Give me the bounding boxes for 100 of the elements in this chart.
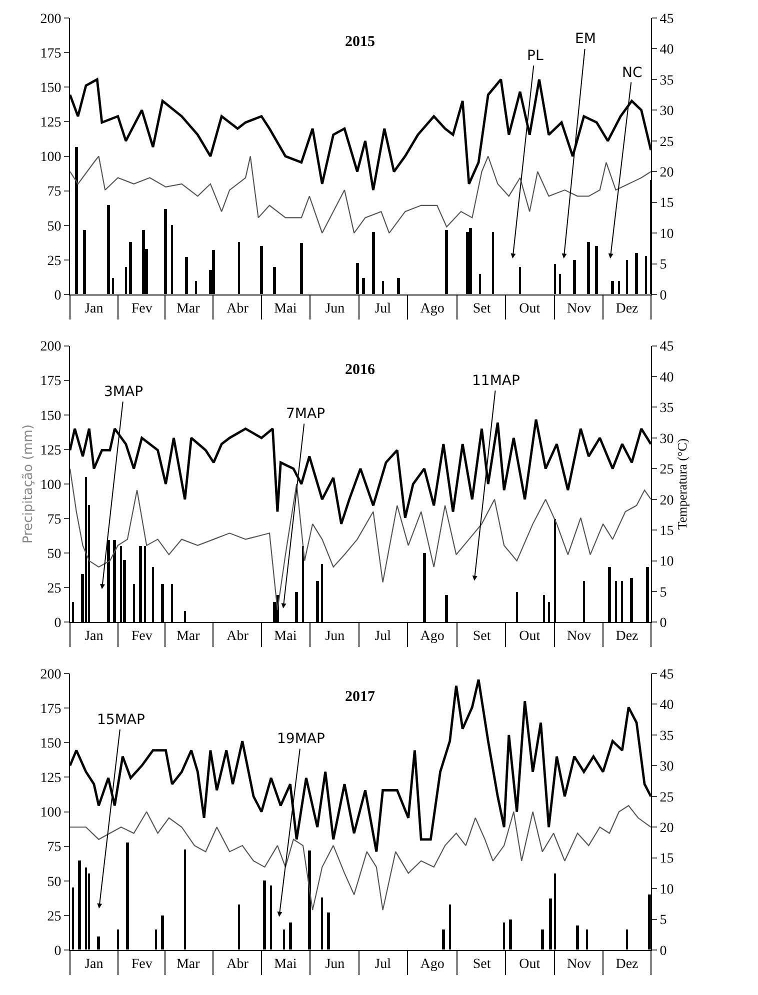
annotation: NC <box>622 65 642 81</box>
x-tick-label: Jan <box>84 629 104 644</box>
y-tick-label: 75 <box>47 184 62 200</box>
x-tick-label: Dez <box>616 956 638 972</box>
x-tick-label: Ago <box>420 956 444 972</box>
annotation: 19MAP <box>277 731 325 747</box>
x-tick-label: Jun <box>325 301 345 316</box>
y2-tick-label: 30 <box>660 432 674 447</box>
x-tick-label: Jun <box>325 956 345 972</box>
y-tick-label: 150 <box>40 736 62 752</box>
y-tick-label: 100 <box>40 150 62 166</box>
y2-tick-label: 30 <box>660 760 674 775</box>
x-tick-label: Abr <box>226 629 249 644</box>
y2-tick-label: 10 <box>660 882 674 898</box>
y-tick-label: 25 <box>47 582 62 597</box>
annotation: 11MAP <box>472 373 520 389</box>
y-tick-label: 175 <box>40 374 62 390</box>
y2-tick-label: 20 <box>660 166 674 181</box>
y2-tick-label: 5 <box>660 585 667 600</box>
y2-tick-label: 45 <box>660 667 674 682</box>
y-tick-label: 0 <box>54 616 62 632</box>
y2-tick-label: 20 <box>660 821 674 836</box>
x-tick-label: Ago <box>420 629 444 644</box>
x-tick-label: Out <box>519 629 540 644</box>
y2-tick-label: 25 <box>660 790 674 806</box>
annotation: EM <box>575 31 596 47</box>
y2-tick-label: 10 <box>660 554 674 570</box>
y-tick-label: 200 <box>40 12 62 27</box>
y-tick-label: 150 <box>40 81 62 96</box>
y2-tick-label: 5 <box>660 913 667 928</box>
y2-tick-label: 0 <box>660 616 667 632</box>
y2-tick-label: 40 <box>660 370 674 386</box>
x-tick-label: Mai <box>274 629 297 644</box>
y2-tick-label: 0 <box>660 944 667 959</box>
x-tick-label: Ago <box>420 301 444 316</box>
y-tick-label: 0 <box>54 288 62 304</box>
x-tick-label: Jul <box>374 629 392 644</box>
y2-tick-label: 25 <box>660 134 674 150</box>
annotation: 7MAP <box>286 406 326 422</box>
x-tick-label: Mar <box>176 956 200 972</box>
line-series <box>70 156 651 234</box>
y2-tick-label: 35 <box>660 401 674 416</box>
y2-tick-label: 30 <box>660 104 674 120</box>
y2-axis-title: Temperatura (°C) <box>674 438 690 530</box>
x-tick-label: Nov <box>567 956 592 972</box>
x-tick-label: Dez <box>616 301 638 316</box>
x-tick-label: Set <box>472 301 491 316</box>
annotation: 15MAP <box>97 712 145 728</box>
y-tick-label: 50 <box>47 219 62 234</box>
y2-tick-label: 20 <box>660 493 674 508</box>
y-tick-label: 25 <box>47 254 62 269</box>
annotation: 3MAP <box>104 384 144 400</box>
x-tick-label: Set <box>472 629 491 644</box>
y-tick-label: 50 <box>47 874 62 890</box>
y-tick-label: 125 <box>40 771 62 786</box>
y-tick-label: 0 <box>54 944 62 959</box>
x-tick-label: Abr <box>226 956 249 972</box>
y-tick-label: 175 <box>40 46 62 62</box>
annotation: PL <box>527 48 544 64</box>
y-tick-label: 125 <box>40 443 62 458</box>
x-tick-label: Nov <box>567 301 592 316</box>
y-tick-label: 100 <box>40 478 62 493</box>
x-tick-label: Set <box>472 956 491 972</box>
x-tick-label: Abr <box>226 301 249 316</box>
x-tick-label: Dez <box>616 629 638 644</box>
x-tick-label: Mar <box>176 629 200 644</box>
y2-tick-label: 0 <box>660 288 667 304</box>
x-tick-label: Jun <box>325 629 345 644</box>
x-tick-label: Mai <box>274 956 297 972</box>
y2-tick-label: 15 <box>660 196 674 212</box>
y-tick-label: 75 <box>47 840 62 856</box>
y-tick-label: 200 <box>40 667 62 682</box>
y-tick-label: 50 <box>47 547 62 562</box>
x-tick-label: Fev <box>131 629 152 644</box>
x-tick-label: Out <box>519 956 540 972</box>
y-tick-label: 100 <box>40 806 62 821</box>
line-series <box>70 805 651 911</box>
y2-tick-label: 15 <box>660 852 674 867</box>
x-tick-label: Fev <box>131 301 152 316</box>
y-tick-label: 125 <box>40 116 62 131</box>
y2-tick-label: 45 <box>660 340 674 355</box>
x-tick-label: Mar <box>176 301 200 316</box>
y2-tick-label: 10 <box>660 226 674 242</box>
y-axis-title: Precipitação (mm) <box>21 424 36 544</box>
y2-tick-label: 25 <box>660 462 674 478</box>
text: 2017 <box>345 689 376 705</box>
text: 2015 <box>345 34 375 50</box>
y-tick-label: 175 <box>40 702 62 717</box>
y-tick-label: 75 <box>47 512 62 528</box>
x-tick-label: Jan <box>84 301 104 316</box>
y2-tick-label: 5 <box>660 258 667 273</box>
x-tick-label: Out <box>519 301 540 316</box>
y2-tick-label: 40 <box>660 42 674 58</box>
y2-tick-label: 35 <box>660 73 674 88</box>
x-tick-label: Mai <box>274 301 297 316</box>
y2-tick-label: 45 <box>660 12 674 27</box>
x-tick-label: Jul <box>374 956 392 972</box>
text: 2016 <box>345 362 376 378</box>
x-tick-label: Jan <box>84 956 104 972</box>
y-tick-label: 150 <box>40 408 62 424</box>
